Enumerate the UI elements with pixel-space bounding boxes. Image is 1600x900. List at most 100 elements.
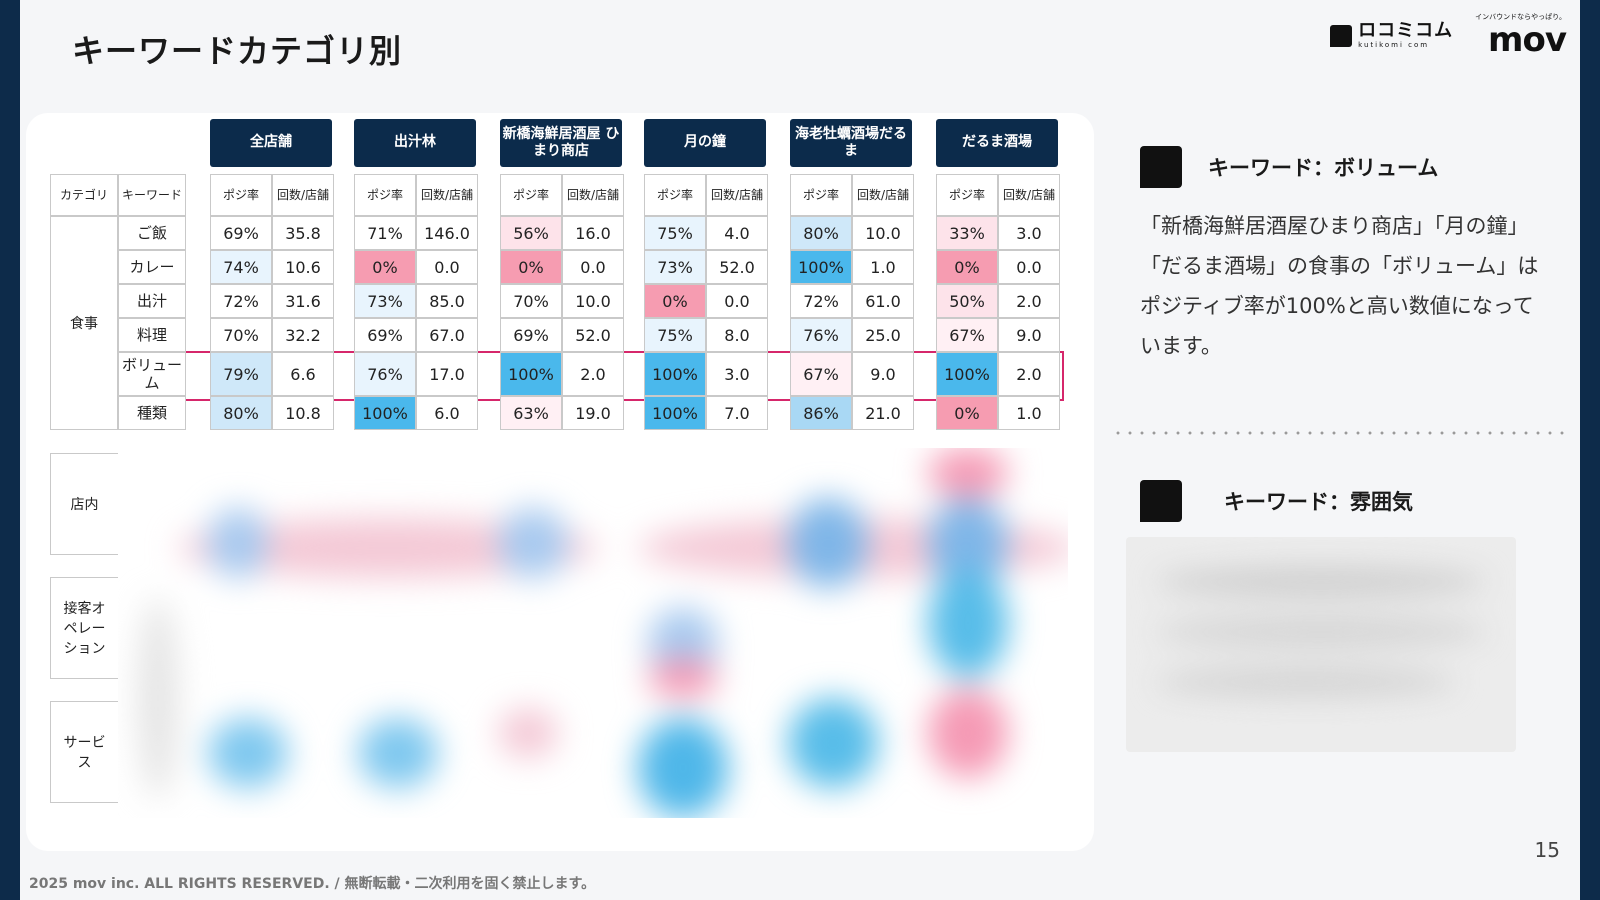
count-cell: 2.0 [998, 352, 1060, 396]
category-header: カテゴリ [50, 174, 118, 216]
count-cell: 9.0 [852, 352, 914, 396]
count-cell: 146.0 [416, 216, 478, 250]
count-cell: 85.0 [416, 284, 478, 318]
store-header: 月の鐘 [644, 119, 766, 167]
count-cell: 2.0 [998, 284, 1060, 318]
posi-rate-cell: 0% [354, 250, 416, 284]
posi-rate-cell: 67% [936, 318, 998, 352]
posi-rate-cell: 79% [210, 352, 272, 396]
kutikomi-logo-sub: kutikomi com [1358, 41, 1430, 49]
count-cell: 3.0 [706, 352, 768, 396]
count-per-store-header: 回数/店舗 [272, 174, 334, 216]
posi-rate-cell: 100% [354, 396, 416, 430]
posi-rate-cell: 75% [644, 216, 706, 250]
count-cell: 8.0 [706, 318, 768, 352]
blurred-description [1126, 537, 1516, 752]
keyword-cell: ボリューム [118, 352, 186, 396]
count-cell: 10.8 [272, 396, 334, 430]
count-per-store-header: 回数/店舗 [416, 174, 478, 216]
speech-bubble-icon [1140, 146, 1182, 188]
count-cell: 1.0 [998, 396, 1060, 430]
posi-rate-cell: 100% [790, 250, 852, 284]
posi-rate-header: ポジ率 [500, 174, 562, 216]
mov-tagline: インバウンドならやっぱり。 [1475, 13, 1566, 21]
posi-rate-cell: 76% [790, 318, 852, 352]
count-cell: 10.6 [272, 250, 334, 284]
store-header: 全店舗 [210, 119, 332, 167]
keyword-cell: 種類 [118, 396, 186, 430]
count-cell: 67.0 [416, 318, 478, 352]
store-header: だるま酒場 [936, 119, 1058, 167]
posi-rate-cell: 80% [790, 216, 852, 250]
posi-rate-cell: 73% [354, 284, 416, 318]
count-per-store-header: 回数/店舗 [706, 174, 768, 216]
count-cell: 52.0 [562, 318, 624, 352]
posi-rate-cell: 100% [500, 352, 562, 396]
count-cell: 10.0 [562, 284, 624, 318]
posi-rate-cell: 67% [790, 352, 852, 396]
count-per-store-header: 回数/店舗 [562, 174, 624, 216]
copyright-footer: 2025 mov inc. ALL RIGHTS RESERVED. / 無断転… [29, 876, 596, 892]
count-cell: 4.0 [706, 216, 768, 250]
count-cell: 25.0 [852, 318, 914, 352]
count-cell: 21.0 [852, 396, 914, 430]
keyword-volume-heading: キーワード：ボリューム [1140, 146, 1438, 188]
posi-rate-cell: 33% [936, 216, 998, 250]
count-cell: 0.0 [562, 250, 624, 284]
speech-bubble-icon [1330, 24, 1353, 47]
posi-rate-cell: 69% [354, 318, 416, 352]
count-cell: 9.0 [998, 318, 1060, 352]
keyword-cell: カレー [118, 250, 186, 284]
count-cell: 2.0 [562, 352, 624, 396]
posi-rate-cell: 50% [936, 284, 998, 318]
posi-rate-cell: 72% [210, 284, 272, 318]
posi-rate-cell: 86% [790, 396, 852, 430]
count-per-store-header: 回数/店舗 [998, 174, 1060, 216]
count-cell: 35.8 [272, 216, 334, 250]
page-title: キーワードカテゴリ別 [72, 32, 403, 70]
count-cell: 17.0 [416, 352, 478, 396]
keyword-table-card: 全店舗 出汁林 新橋海鮮居酒屋 ひまり商店 月の鐘 海老牡蠣酒場だるま だるま酒場 カテゴリ… [26, 113, 1094, 851]
posi-rate-cell: 0% [644, 284, 706, 318]
posi-rate-cell: 69% [210, 216, 272, 250]
keyword-volume-title: キーワード：ボリューム [1208, 156, 1439, 180]
count-cell: 16.0 [562, 216, 624, 250]
posi-rate-cell: 70% [210, 318, 272, 352]
category-cell-food: 食事 [50, 216, 118, 430]
posi-rate-cell: 100% [644, 396, 706, 430]
count-cell: 0.0 [416, 250, 478, 284]
count-cell: 0.0 [706, 284, 768, 318]
keyword-cell: 出汁 [118, 284, 186, 318]
store-header: 海老牡蠣酒場だるま [790, 119, 912, 167]
posi-rate-cell: 56% [500, 216, 562, 250]
posi-rate-cell: 0% [936, 396, 998, 430]
posi-rate-cell: 80% [210, 396, 272, 430]
count-cell: 31.6 [272, 284, 334, 318]
posi-rate-cell: 75% [644, 318, 706, 352]
store-header: 出汁林 [354, 119, 476, 167]
speech-bubble-icon [1140, 480, 1182, 522]
mov-logo-text: mov [1488, 20, 1567, 60]
category-cell-other: 店内 [50, 453, 118, 555]
dotted-divider [1112, 431, 1572, 435]
kutikomi-logo: ロコミコム kutikomi com [1330, 22, 1453, 49]
keyword-volume-description: 「新橋海鮮居酒屋ひまり商店」「月の鐘」「だるま酒場」の食事の「ボリューム」はポジ… [1140, 214, 1539, 358]
category-cell-other: サービス [50, 701, 118, 803]
slide: キーワードカテゴリ別 ロコミコム kutikomi com インバウンドならやっ… [20, 0, 1580, 900]
posi-rate-header: ポジ率 [644, 174, 706, 216]
posi-rate-cell: 72% [790, 284, 852, 318]
posi-rate-cell: 70% [500, 284, 562, 318]
count-cell: 3.0 [998, 216, 1060, 250]
keyword-cell: ご飯 [118, 216, 186, 250]
count-cell: 0.0 [998, 250, 1060, 284]
count-cell: 7.0 [706, 396, 768, 430]
count-cell: 10.0 [852, 216, 914, 250]
posi-rate-cell: 63% [500, 396, 562, 430]
count-cell: 6.0 [416, 396, 478, 430]
kutikomi-logo-text: ロコミコム [1358, 20, 1454, 41]
keyword-header: キーワード [118, 174, 186, 216]
posi-rate-cell: 0% [936, 250, 998, 284]
blurred-table-section [118, 448, 1068, 818]
count-cell: 32.2 [272, 318, 334, 352]
posi-rate-cell: 74% [210, 250, 272, 284]
